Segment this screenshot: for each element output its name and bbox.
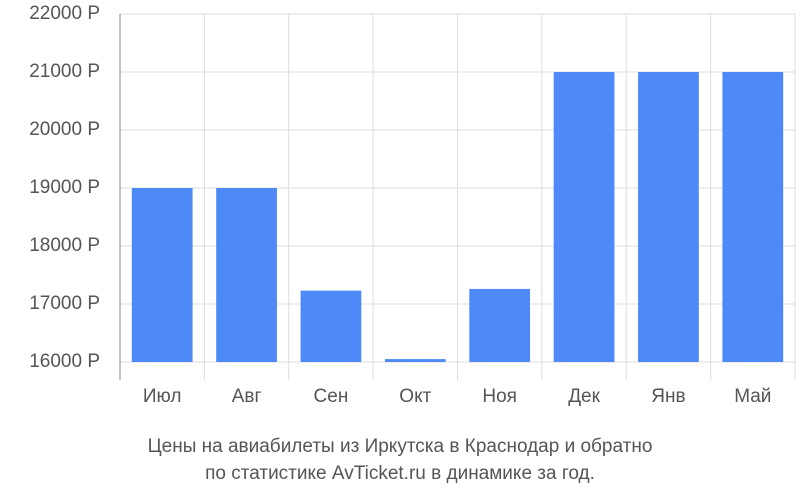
bar [300, 290, 362, 362]
bar [469, 288, 531, 362]
y-tick-label: 19000 Р [29, 177, 100, 198]
chart-title: по статистике AvTicket.ru в динамике за … [205, 463, 595, 484]
x-tick-label: Сен [314, 386, 349, 407]
y-tick-label: 17000 Р [29, 293, 100, 314]
y-tick-label: 20000 Р [29, 119, 100, 140]
bar [384, 359, 446, 362]
y-tick-label: 22000 Р [29, 3, 100, 24]
x-tick-label: Ноя [482, 386, 517, 407]
bar [638, 72, 699, 362]
chart-title: Цены на авиабилеты из Иркутска в Краснод… [148, 436, 653, 457]
bar [216, 188, 277, 362]
x-tick-label: Дек [568, 386, 600, 407]
x-tick-label: Май [734, 386, 771, 407]
bar [553, 72, 615, 362]
x-tick-label: Авг [232, 386, 262, 407]
y-tick-label: 18000 Р [29, 235, 100, 256]
x-tick-label: Янв [651, 386, 685, 407]
bar [722, 72, 784, 362]
bar [131, 188, 193, 362]
x-tick-label: Июл [143, 386, 182, 407]
x-tick-label: Окт [399, 386, 431, 407]
y-tick-label: 21000 Р [29, 61, 100, 82]
y-tick-label: 16000 Р [29, 351, 100, 372]
